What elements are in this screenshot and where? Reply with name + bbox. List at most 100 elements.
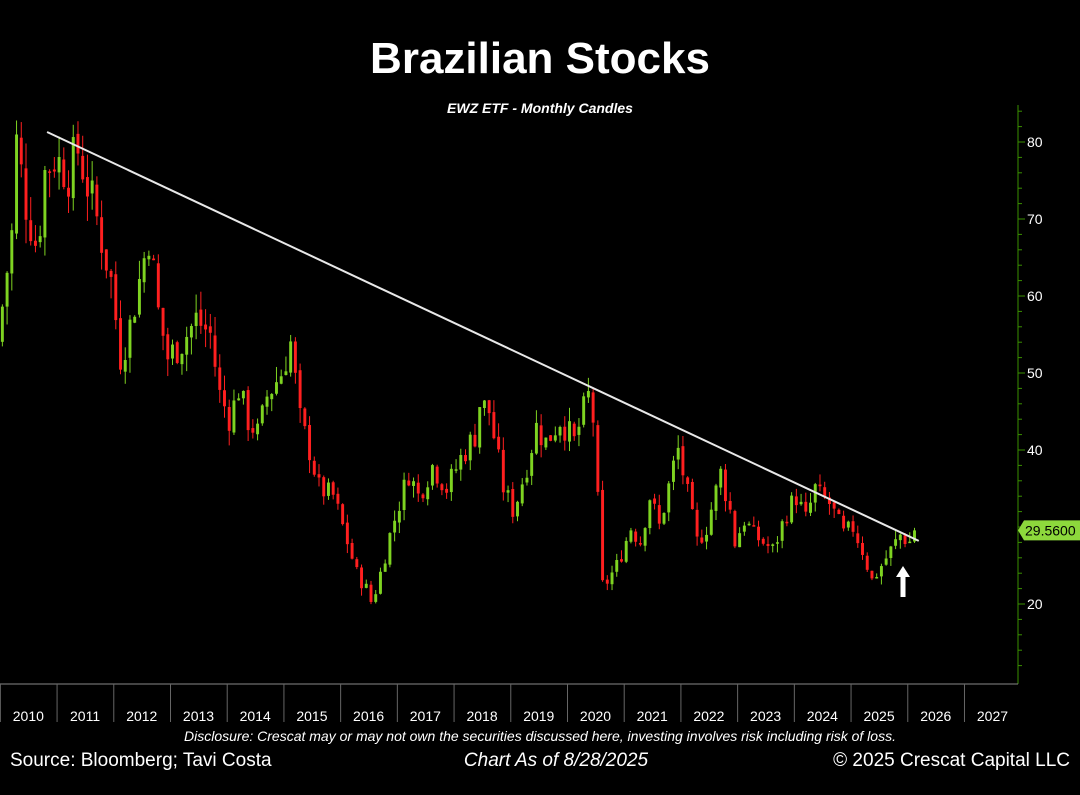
candle-body: [10, 230, 14, 274]
candle-body: [648, 500, 652, 529]
disclosure-text: Disclosure: Crescat may or may not own t…: [184, 728, 896, 744]
candle-body: [95, 184, 99, 217]
candle-body: [279, 376, 283, 384]
candle-body: [534, 422, 538, 454]
candle-body: [317, 474, 321, 478]
candle-body: [837, 509, 841, 515]
x-tick-label: 2015: [296, 708, 327, 724]
candle-body: [747, 523, 751, 526]
candle-body: [449, 468, 453, 493]
candle-body: [275, 382, 278, 394]
last-price-label: 29.5600: [1025, 522, 1076, 538]
x-tick-label: 2011: [70, 708, 100, 724]
chart-title: Brazilian Stocks: [370, 34, 710, 83]
candle-body: [435, 466, 439, 484]
candle-body: [653, 498, 657, 504]
candle-body: [369, 584, 373, 602]
candle-body: [638, 543, 642, 545]
candle-body: [232, 400, 236, 433]
candle-body: [341, 504, 345, 525]
candle-body: [67, 187, 70, 197]
y-tick-label: 70: [1027, 211, 1043, 227]
candle-body: [478, 407, 482, 448]
candle-body: [605, 579, 609, 584]
candle-body: [553, 435, 557, 441]
x-tick-label: 2012: [126, 708, 157, 724]
candle-body: [312, 460, 316, 475]
candle-body: [421, 494, 425, 499]
candle-body: [464, 455, 467, 462]
candle-body: [355, 559, 359, 568]
candle-body: [123, 359, 127, 372]
candle-body: [71, 137, 75, 199]
candle-body: [842, 515, 846, 529]
candle-body: [501, 449, 505, 493]
candle-body: [662, 512, 666, 524]
candle-body: [624, 540, 628, 562]
candle-body: [185, 336, 189, 355]
candle-body: [827, 497, 831, 505]
candle-body: [761, 538, 765, 544]
candle-body: [81, 155, 85, 180]
source-text: Source: Bloomberg; Tavi Costa: [10, 750, 272, 771]
candle-body: [620, 559, 623, 562]
candle-body: [577, 426, 581, 435]
candle-body: [766, 544, 770, 546]
candle-body: [109, 270, 113, 277]
candle-body: [790, 495, 794, 523]
candle-body: [686, 477, 690, 484]
candle-body: [672, 460, 675, 482]
candle-body: [667, 483, 671, 513]
as-of-text: Chart As of 8/28/2025: [463, 750, 649, 771]
candle-body: [24, 168, 28, 220]
candle-body: [416, 482, 420, 494]
candle-body: [119, 318, 122, 370]
candle-body: [530, 453, 534, 476]
candle-body: [430, 465, 434, 486]
candle-body: [412, 481, 415, 486]
candle-body: [525, 477, 529, 483]
candle-body: [634, 531, 638, 542]
candle-body: [591, 392, 595, 423]
candle-body: [511, 489, 515, 517]
candle-body: [364, 583, 368, 588]
candle-body: [378, 571, 382, 594]
candle-body: [516, 501, 519, 517]
candle-body: [851, 521, 855, 532]
x-tick-label: 2027: [977, 708, 1008, 724]
candle-body: [293, 341, 297, 373]
candle-body: [676, 447, 680, 460]
candle-body: [208, 326, 212, 333]
candle-body: [100, 217, 104, 253]
candle-body: [156, 263, 160, 308]
candle-body: [596, 425, 600, 492]
candle-body: [0, 306, 4, 342]
candle-body: [482, 400, 486, 409]
candle-body: [558, 427, 562, 436]
candle-body: [738, 533, 742, 548]
candle-body: [771, 544, 775, 546]
candle-body: [204, 324, 208, 330]
x-tick-label: 2014: [240, 708, 271, 724]
candle-body: [19, 137, 23, 165]
candle-body: [861, 542, 864, 555]
candle-body: [270, 394, 274, 400]
candle-body: [284, 371, 288, 375]
y-tick-label: 50: [1027, 365, 1043, 381]
candle-body: [289, 341, 293, 373]
candle-body: [714, 485, 718, 511]
candlestick-chart: 20 40 50 60 70 80 29.5600 2010 2011 2012 2013 2014 2…: [0, 105, 1080, 724]
y-tick-label: 40: [1027, 442, 1043, 458]
candle-body: [246, 390, 250, 431]
candle-body: [76, 133, 80, 154]
candle-body: [388, 533, 392, 565]
candle-body: [870, 570, 874, 579]
candle-body: [33, 240, 37, 246]
candle-body: [700, 537, 704, 543]
x-tick-label: 2020: [580, 708, 611, 724]
x-tick-label: 2018: [466, 708, 497, 724]
candle-body: [629, 530, 633, 542]
candle-body: [601, 489, 605, 581]
candle-body: [194, 312, 198, 327]
x-tick-label: 2023: [750, 708, 781, 724]
